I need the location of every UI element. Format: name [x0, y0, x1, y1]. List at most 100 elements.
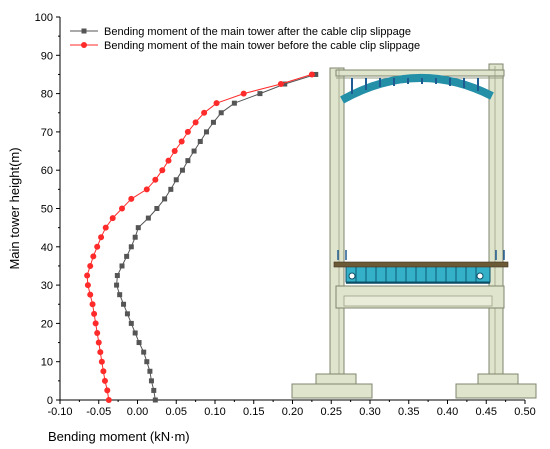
data-point — [240, 90, 247, 97]
data-point — [124, 253, 130, 259]
y-tick-label: 70 — [41, 127, 53, 139]
data-point — [144, 359, 150, 365]
data-point — [151, 387, 157, 393]
data-point — [197, 138, 203, 144]
y-tick-label: 100 — [35, 12, 53, 24]
x-tick-label: 0.20 — [282, 406, 303, 418]
left-bearing — [348, 272, 356, 280]
x-tick-label: 0.40 — [437, 406, 458, 418]
data-point — [171, 148, 178, 155]
data-point — [84, 282, 91, 289]
right-tower-column — [488, 63, 504, 379]
left-pier-cap — [315, 373, 357, 385]
data-point — [119, 263, 125, 269]
data-point — [178, 138, 185, 145]
data-point — [135, 225, 141, 231]
y-tick-label: 50 — [41, 204, 53, 216]
data-point — [231, 100, 237, 106]
data-point — [308, 71, 315, 78]
data-point — [92, 320, 99, 327]
data-point — [91, 310, 98, 317]
data-point — [98, 234, 105, 241]
data-point — [192, 119, 199, 126]
data-point — [114, 273, 120, 279]
data-point — [87, 262, 94, 269]
data-point — [313, 71, 319, 77]
data-point — [184, 128, 191, 135]
data-point — [101, 377, 108, 384]
right-foundation — [455, 383, 537, 399]
data-point — [282, 81, 288, 87]
data-point — [147, 368, 153, 374]
data-point — [173, 177, 179, 183]
data-point — [159, 167, 166, 174]
data-point — [121, 301, 127, 307]
legend-label: Bending moment of the main tower after t… — [104, 26, 411, 38]
data-point — [95, 339, 102, 346]
chart-axes: -0.10 -0.05 0.00 0.05 0.10 0.15 0.20 0.25 0.30 0.… — [7, 12, 536, 444]
data-point — [143, 186, 150, 193]
data-point — [90, 253, 97, 260]
y-tick-label: 10 — [41, 357, 53, 369]
data-point — [94, 243, 101, 250]
deck-crossbeam-lower — [343, 295, 493, 307]
y-tick-label: 40 — [41, 242, 53, 254]
y-tick-label: 20 — [41, 318, 53, 330]
data-point — [117, 292, 123, 298]
legend-item: Bending moment of the main tower after t… — [70, 26, 411, 38]
series-line — [116, 73, 316, 401]
legend-swatch-marker — [81, 42, 87, 48]
data-point — [97, 349, 104, 356]
x-tick-label: 0.50 — [514, 406, 535, 418]
data-point — [124, 311, 130, 317]
x-tick-label: 0.10 — [204, 406, 225, 418]
data-point — [165, 157, 172, 164]
series-line — [86, 73, 313, 401]
data-point — [94, 329, 101, 336]
left-tower-column — [329, 67, 345, 379]
right-bearing — [476, 272, 484, 280]
y-tick-label: 90 — [41, 50, 53, 62]
data-point — [98, 358, 105, 365]
data-point — [145, 215, 151, 221]
data-point — [201, 109, 208, 116]
series-layer — [84, 71, 319, 403]
y-tick-label: 80 — [41, 89, 53, 101]
legend-item: Bending moment of the main tower before … — [70, 40, 420, 52]
data-point — [179, 167, 185, 173]
data-point — [132, 234, 138, 240]
data-point — [114, 282, 120, 288]
right-pier-cap — [477, 373, 519, 385]
data-point — [152, 397, 158, 403]
y-tick-label: 0 — [47, 395, 53, 407]
data-point — [185, 158, 191, 164]
data-point — [104, 387, 111, 394]
y-tick-label: 30 — [41, 280, 53, 292]
x-tick-label: 0.00 — [127, 406, 148, 418]
x-tick-label: 0.25 — [321, 406, 342, 418]
data-point — [257, 91, 263, 97]
data-point — [100, 368, 107, 375]
x-tick-label: 0.15 — [243, 406, 264, 418]
deck-top-slab — [333, 261, 509, 268]
data-point — [148, 378, 154, 384]
data-point — [277, 81, 284, 88]
legend-swatch-marker — [81, 28, 87, 34]
data-point — [136, 340, 142, 346]
data-point — [141, 349, 147, 355]
data-point — [213, 100, 220, 107]
deck-stripes — [355, 266, 477, 282]
data-point — [128, 320, 134, 326]
data-point — [203, 129, 209, 135]
data-point — [154, 206, 160, 211]
legend: Bending moment of the main tower after t… — [70, 26, 420, 52]
data-point — [89, 301, 96, 308]
x-tick-label: -0.10 — [47, 406, 72, 418]
data-point — [102, 224, 109, 231]
arch-rib — [340, 73, 494, 104]
suspender-cables — [351, 78, 479, 94]
left-railing-post — [337, 250, 347, 260]
data-point — [119, 205, 125, 212]
right-railing-post — [495, 250, 505, 260]
